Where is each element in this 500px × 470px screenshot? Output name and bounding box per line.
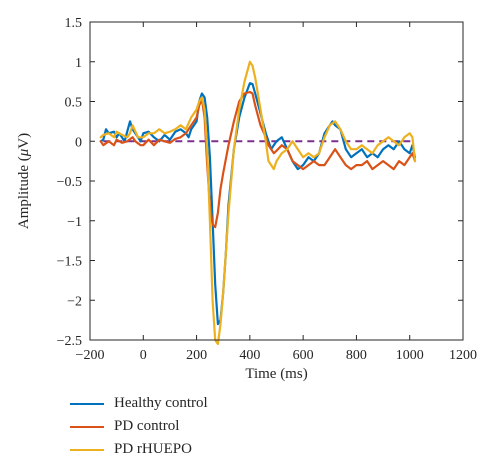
x-tick-label: 200 [186, 348, 207, 363]
legend: Healthy control PD control PD rHUEPO [70, 392, 208, 461]
y-axis-title-prefix: Amplitude ( [16, 156, 32, 229]
x-tick-label: 400 [239, 348, 260, 363]
legend-swatch-pd-control [70, 425, 104, 428]
series-line-pd-rhuepo [99, 60, 417, 346]
x-tick-label: 600 [293, 348, 314, 363]
y-tick-label: −2 [67, 294, 82, 309]
legend-swatch-pd-rhuepo [70, 448, 104, 451]
legend-item-healthy-control: Healthy control [70, 392, 208, 415]
legend-item-pd-rhuepo: PD rHUEPO [70, 438, 208, 461]
tick-layer: −200 0 200 400 600 800 1000 1200 −2.5 −2 −1.5 −1 −0.… [57, 16, 477, 363]
x-tick-label: 1200 [449, 348, 477, 363]
x-tick-label: 0 [140, 348, 147, 363]
x-axis-title: Time (ms) [245, 366, 307, 382]
y-tick-label: −2.5 [57, 334, 82, 349]
y-axis-title-unit-symbol: μ [16, 148, 32, 157]
series-line-pd-control [99, 90, 417, 229]
y-tick-label: −1 [67, 215, 82, 230]
y-tick-label: 1.5 [65, 16, 83, 31]
plot-frame [89, 21, 464, 341]
y-tick-label: 0.5 [65, 96, 83, 111]
series-layer [99, 60, 417, 346]
legend-label-healthy-control: Healthy control [114, 395, 208, 411]
y-tick-label: −0.5 [57, 175, 82, 190]
x-tick-label: 1000 [396, 348, 424, 363]
y-tick-label: −1.5 [57, 255, 82, 270]
x-tick-label: 800 [346, 348, 367, 363]
y-axis-title-suffix: V) [16, 133, 32, 149]
legend-item-pd-control: PD control [70, 415, 208, 438]
y-tick-label: 0 [75, 135, 82, 150]
series-line-healthy-control [99, 82, 417, 326]
chart-area: −200 0 200 400 600 800 1000 1200 −2.5 −2 −1.5 −1 −0.… [16, 16, 477, 382]
x-tick-label: −200 [76, 348, 105, 363]
legend-label-pd-rhuepo: PD rHUEPO [114, 441, 192, 457]
legend-label-pd-control: PD control [114, 418, 180, 434]
y-axis-title: Amplitude (μV) [16, 133, 32, 229]
y-tick-label: 1 [75, 56, 82, 71]
legend-swatch-healthy-control [70, 402, 104, 405]
